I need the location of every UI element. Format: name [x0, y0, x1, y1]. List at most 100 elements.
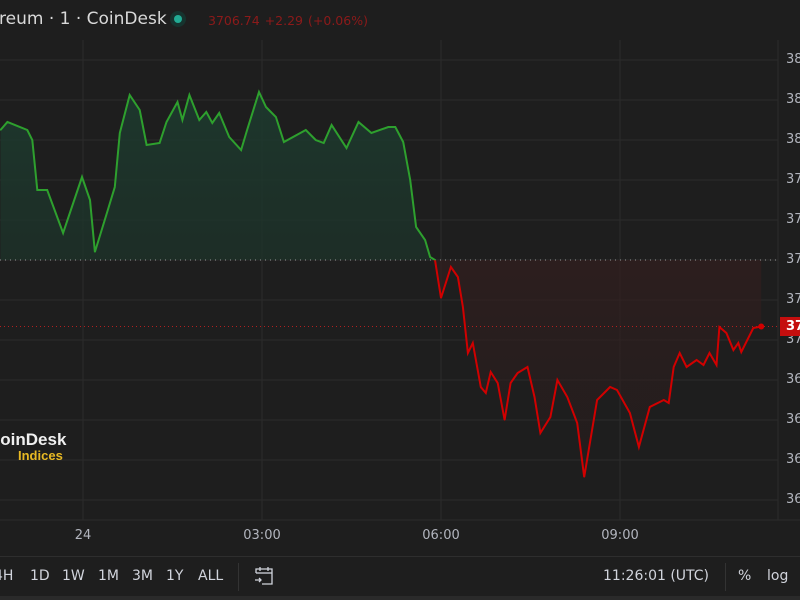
area-fill-down	[0, 260, 762, 477]
y-tick-label: 36	[786, 452, 800, 467]
data-point	[119, 132, 121, 134]
x-tick-label: 09:00	[601, 528, 639, 543]
last-price: 3706.74	[208, 13, 260, 28]
data-point	[516, 372, 519, 374]
data-point	[740, 351, 742, 353]
window-bottom-edge	[0, 596, 800, 600]
data-point	[510, 382, 512, 384]
data-point	[81, 176, 83, 178]
data-point	[323, 142, 325, 144]
range-1d-button[interactable]: 1D	[30, 568, 50, 584]
data-point	[305, 129, 307, 131]
data-point	[679, 352, 681, 354]
last-point-marker	[758, 323, 765, 330]
data-point	[315, 139, 317, 141]
price-chart[interactable]	[0, 0, 800, 556]
data-point	[158, 142, 161, 144]
data-point	[345, 147, 348, 149]
data-point	[0, 129, 2, 131]
symbol-title[interactable]: reum · 1 · CoinDesk	[0, 9, 167, 29]
x-tick-label: 03:00	[243, 528, 281, 543]
log-scale-toggle[interactable]: log	[767, 568, 789, 584]
data-point	[566, 396, 568, 398]
data-point	[504, 419, 506, 421]
y-tick-label: 38	[786, 52, 800, 67]
data-point	[402, 141, 404, 143]
data-point	[457, 276, 459, 278]
data-point	[370, 132, 372, 134]
range-all-button[interactable]: ALL	[198, 568, 224, 584]
y-tick-label: 38	[786, 132, 800, 147]
y-tick-label: 38	[786, 92, 800, 107]
percent-scale-toggle[interactable]: %	[738, 568, 752, 584]
range-1w-button[interactable]: 1W	[62, 568, 85, 584]
range-1m-button[interactable]: 1M	[98, 568, 119, 584]
chart-header: reum · 1 · CoinDesk 3706.74 +2.29 (+0.06%)	[0, 0, 800, 40]
data-point	[556, 379, 558, 381]
data-point	[106, 212, 108, 214]
data-point	[198, 119, 200, 121]
data-point	[718, 326, 721, 328]
y-tick-label: 37	[786, 212, 800, 227]
data-point	[673, 366, 675, 368]
data-point	[31, 139, 33, 141]
market-status-icon	[170, 11, 186, 27]
data-point	[668, 402, 670, 404]
data-point	[165, 121, 168, 123]
data-point	[549, 416, 551, 418]
data-point	[387, 126, 389, 128]
data-point	[702, 364, 705, 366]
range-4h-button[interactable]: 4H	[0, 568, 14, 584]
data-point	[472, 342, 474, 344]
x-tick-label: 06:00	[422, 528, 460, 543]
data-point	[283, 141, 285, 143]
range-3m-button[interactable]: 3M	[132, 568, 153, 584]
data-point	[46, 189, 48, 191]
calendar-goto-icon[interactable]	[253, 565, 275, 591]
bottom-toolbar: 4H 1D 1W 1M 3M 1Y ALL 11:26:01 (UTC) % l…	[0, 556, 800, 597]
price-line-down	[433, 260, 762, 478]
coindesk-indices-logo: CoinDesk Indices	[0, 430, 66, 463]
data-point	[715, 364, 718, 366]
data-point	[450, 266, 452, 268]
y-tick-label: 36	[786, 372, 800, 387]
data-point	[205, 111, 207, 113]
data-point	[218, 112, 220, 114]
data-point	[695, 359, 698, 361]
data-point	[36, 189, 38, 191]
data-point	[424, 239, 426, 241]
data-point	[415, 226, 417, 228]
data-point	[526, 366, 529, 368]
data-point	[596, 399, 598, 401]
data-point	[129, 94, 131, 96]
data-point	[638, 446, 640, 448]
data-point	[211, 122, 213, 124]
data-point	[331, 124, 333, 126]
data-point	[576, 422, 578, 424]
data-point	[188, 94, 191, 96]
x-tick-label: 24	[74, 528, 92, 543]
range-1y-button[interactable]: 1Y	[166, 568, 184, 584]
utc-clock[interactable]: 11:26:01 (UTC)	[603, 568, 710, 584]
toolbar-divider	[238, 563, 239, 591]
price-change: +2.29	[264, 13, 304, 28]
data-point	[26, 129, 28, 131]
data-point	[752, 327, 754, 329]
data-point	[533, 396, 536, 398]
data-point	[258, 91, 260, 93]
data-point	[181, 119, 184, 121]
last-price-tag: 3706.74	[780, 317, 800, 336]
data-point	[409, 179, 411, 181]
data-point	[357, 121, 360, 123]
data-point	[434, 259, 436, 261]
y-tick-label: 37	[786, 292, 800, 307]
logo-line2: Indices	[18, 448, 63, 463]
data-point	[265, 106, 267, 108]
data-point	[467, 352, 469, 354]
y-tick-label: 37	[786, 172, 800, 187]
data-point	[240, 149, 242, 151]
data-point	[394, 126, 396, 128]
data-point	[146, 144, 148, 146]
data-point	[275, 116, 277, 118]
data-point	[480, 386, 482, 388]
